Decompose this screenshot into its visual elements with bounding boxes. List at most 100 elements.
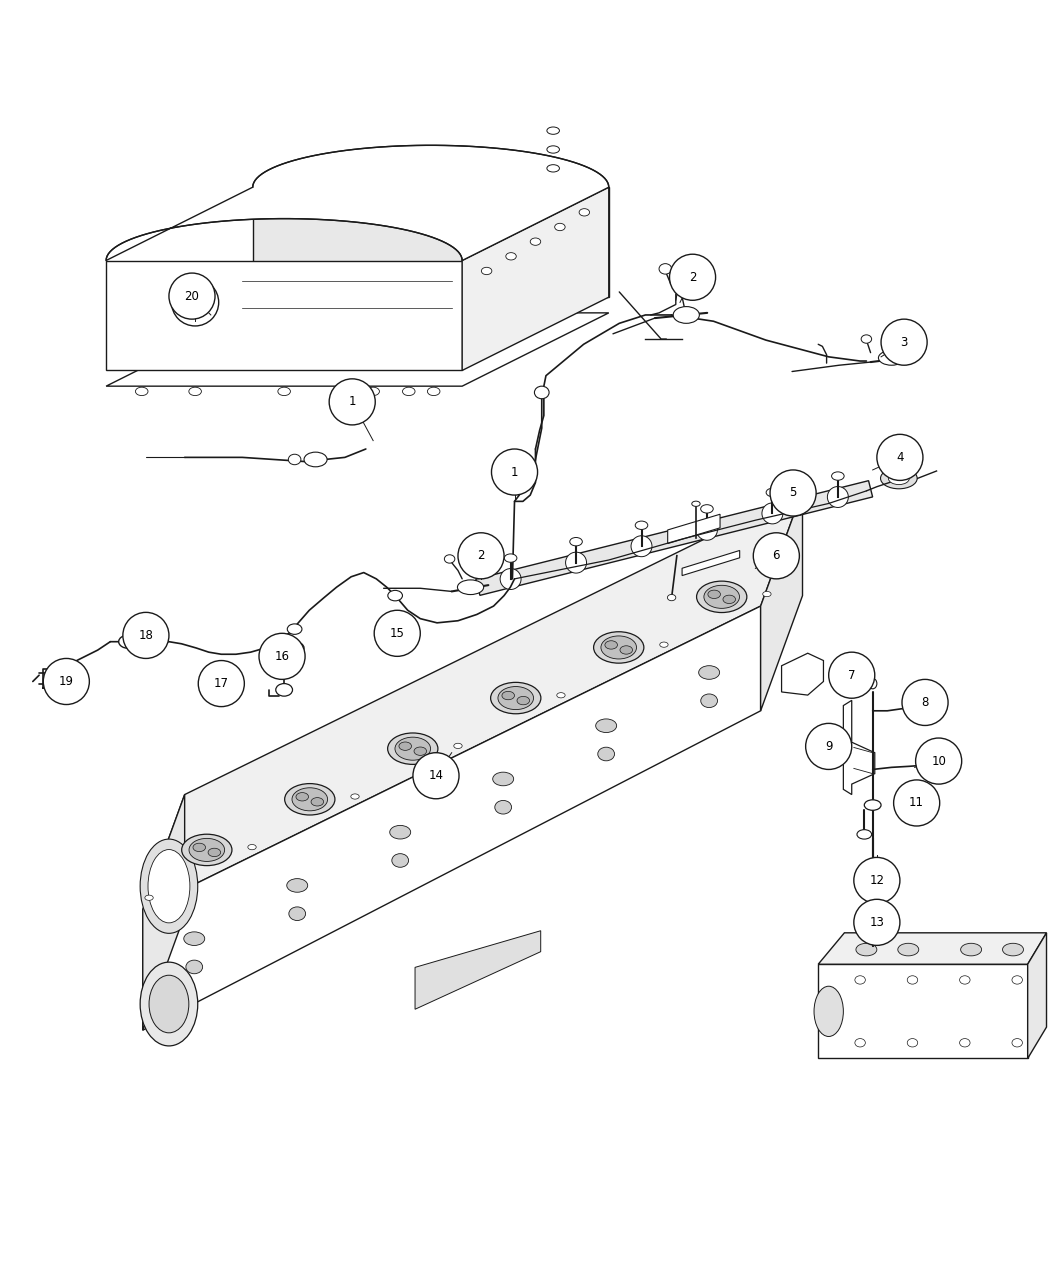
Circle shape <box>894 780 940 826</box>
Ellipse shape <box>140 963 197 1046</box>
Ellipse shape <box>1012 1039 1023 1047</box>
Polygon shape <box>415 931 541 1010</box>
Text: 15: 15 <box>390 627 404 640</box>
Ellipse shape <box>961 944 982 956</box>
Text: 2: 2 <box>478 550 485 562</box>
Polygon shape <box>462 187 609 371</box>
Polygon shape <box>476 481 873 595</box>
Ellipse shape <box>605 641 617 649</box>
Ellipse shape <box>490 682 541 714</box>
Ellipse shape <box>692 501 700 506</box>
Ellipse shape <box>597 747 614 761</box>
Polygon shape <box>1028 933 1047 1058</box>
Circle shape <box>374 611 420 657</box>
Ellipse shape <box>601 636 636 659</box>
Polygon shape <box>818 964 1028 1058</box>
Ellipse shape <box>865 900 880 909</box>
Circle shape <box>198 660 245 706</box>
Ellipse shape <box>248 844 256 849</box>
Ellipse shape <box>700 694 717 708</box>
Ellipse shape <box>668 594 676 601</box>
Polygon shape <box>668 514 720 543</box>
Ellipse shape <box>1003 944 1024 956</box>
Circle shape <box>805 723 852 769</box>
Ellipse shape <box>888 472 909 484</box>
Ellipse shape <box>700 505 713 513</box>
Text: 6: 6 <box>773 550 780 562</box>
Ellipse shape <box>504 553 517 562</box>
Circle shape <box>854 899 900 945</box>
Ellipse shape <box>506 252 517 260</box>
Ellipse shape <box>289 454 301 464</box>
Ellipse shape <box>814 987 843 1037</box>
Ellipse shape <box>868 678 877 689</box>
Ellipse shape <box>193 843 206 852</box>
Ellipse shape <box>149 639 164 649</box>
Text: 1: 1 <box>510 465 519 478</box>
Ellipse shape <box>285 784 335 815</box>
Ellipse shape <box>766 488 779 497</box>
Ellipse shape <box>189 388 202 395</box>
Polygon shape <box>143 606 760 1030</box>
Text: 1: 1 <box>349 395 356 408</box>
Ellipse shape <box>659 643 668 648</box>
Ellipse shape <box>920 757 939 770</box>
Polygon shape <box>106 260 462 371</box>
Circle shape <box>854 857 900 904</box>
Circle shape <box>696 519 717 541</box>
Ellipse shape <box>390 825 411 839</box>
Ellipse shape <box>148 849 190 923</box>
Ellipse shape <box>907 975 918 984</box>
Ellipse shape <box>184 932 205 946</box>
Ellipse shape <box>855 1039 865 1047</box>
Ellipse shape <box>208 848 220 857</box>
Ellipse shape <box>502 691 514 700</box>
Ellipse shape <box>119 635 140 649</box>
Ellipse shape <box>723 595 736 603</box>
Ellipse shape <box>708 590 720 598</box>
Ellipse shape <box>620 645 632 654</box>
Ellipse shape <box>366 388 379 395</box>
Text: 2: 2 <box>689 270 696 284</box>
Circle shape <box>762 502 783 524</box>
Ellipse shape <box>879 351 905 365</box>
Circle shape <box>259 634 306 680</box>
Ellipse shape <box>861 335 872 343</box>
Circle shape <box>631 536 652 557</box>
Ellipse shape <box>906 704 919 711</box>
Text: 19: 19 <box>59 674 74 688</box>
Text: 5: 5 <box>790 487 797 500</box>
Ellipse shape <box>458 580 484 594</box>
Ellipse shape <box>534 386 549 399</box>
Ellipse shape <box>276 683 293 696</box>
Ellipse shape <box>149 975 189 1033</box>
Polygon shape <box>143 794 185 1030</box>
Text: 7: 7 <box>848 668 856 682</box>
Text: 10: 10 <box>931 755 946 768</box>
Circle shape <box>329 379 375 425</box>
Circle shape <box>877 435 923 481</box>
Ellipse shape <box>296 793 309 801</box>
Ellipse shape <box>387 733 438 765</box>
Text: 4: 4 <box>896 451 904 464</box>
Ellipse shape <box>855 975 865 984</box>
Ellipse shape <box>414 747 426 755</box>
Circle shape <box>123 612 169 658</box>
Circle shape <box>491 449 538 495</box>
Ellipse shape <box>698 666 719 680</box>
Ellipse shape <box>898 944 919 956</box>
Ellipse shape <box>427 388 440 395</box>
Ellipse shape <box>960 1039 970 1047</box>
Ellipse shape <box>135 388 148 395</box>
Ellipse shape <box>481 268 491 274</box>
Ellipse shape <box>289 907 306 921</box>
Circle shape <box>881 319 927 365</box>
Ellipse shape <box>495 801 511 813</box>
Ellipse shape <box>556 692 565 697</box>
Text: 13: 13 <box>869 915 884 929</box>
Ellipse shape <box>304 453 328 467</box>
Circle shape <box>916 738 962 784</box>
Ellipse shape <box>864 799 881 811</box>
Ellipse shape <box>311 798 323 806</box>
Ellipse shape <box>547 145 560 153</box>
